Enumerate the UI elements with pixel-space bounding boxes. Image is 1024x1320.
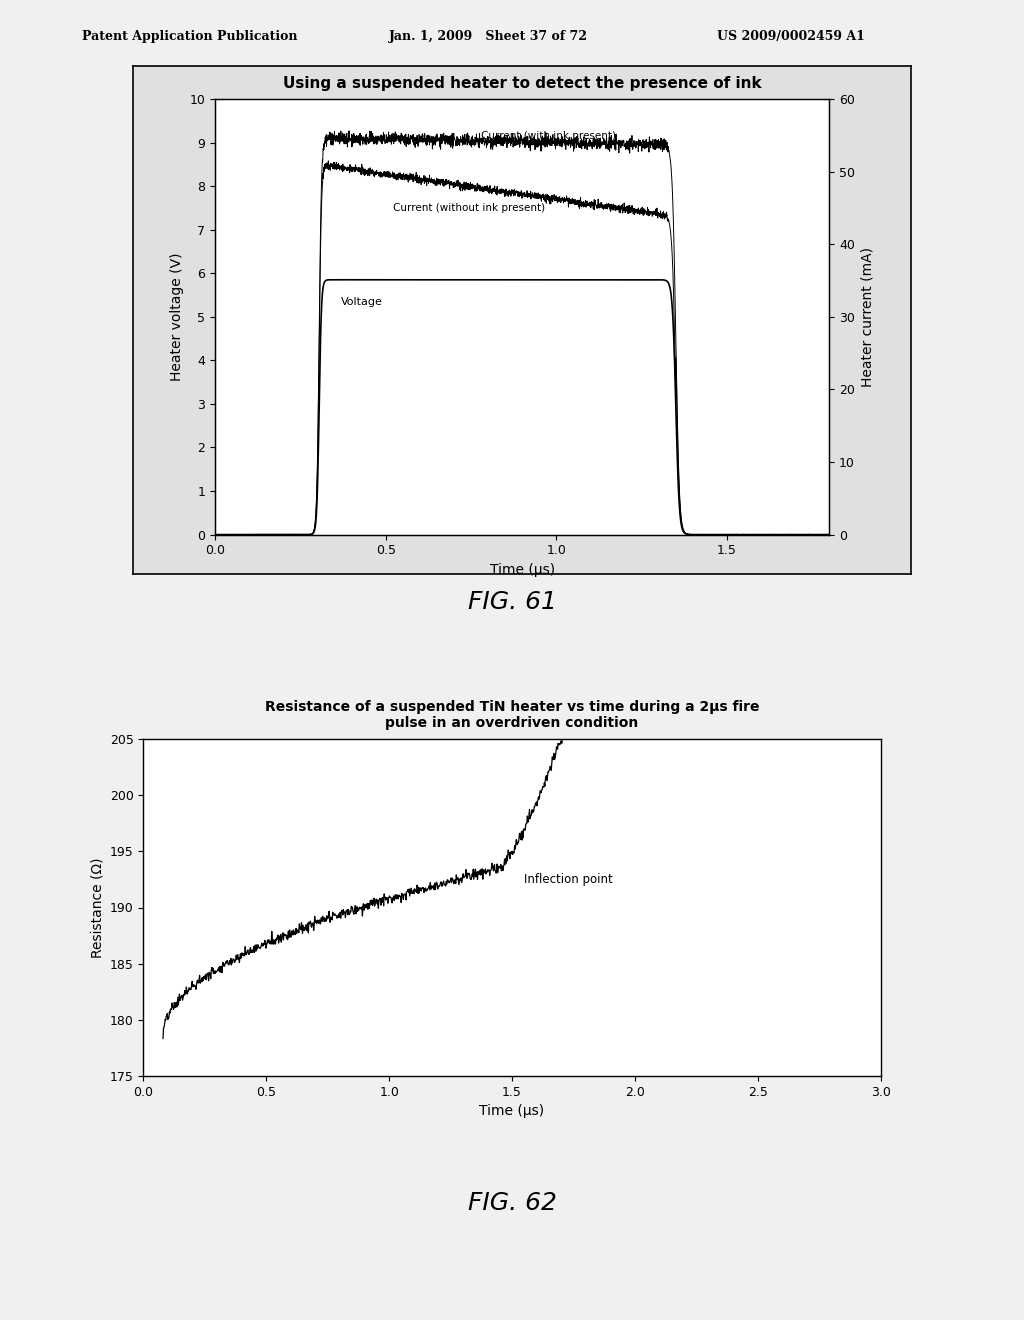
Y-axis label: Heater voltage (V): Heater voltage (V) [170, 252, 184, 381]
Text: Resistance of a suspended TiN heater vs time during a 2μs fire
pulse in an overd: Resistance of a suspended TiN heater vs … [265, 700, 759, 730]
X-axis label: Time (μs): Time (μs) [479, 1104, 545, 1118]
Text: Inflection point: Inflection point [524, 873, 613, 886]
Text: Jan. 1, 2009   Sheet 37 of 72: Jan. 1, 2009 Sheet 37 of 72 [389, 30, 588, 44]
Y-axis label: Resistance (Ω): Resistance (Ω) [90, 857, 104, 958]
Text: FIG. 61: FIG. 61 [468, 590, 556, 614]
Text: Voltage: Voltage [341, 297, 383, 306]
X-axis label: Time (μs): Time (μs) [489, 562, 555, 577]
Text: Patent Application Publication: Patent Application Publication [82, 30, 297, 44]
Text: FIG. 62: FIG. 62 [468, 1191, 556, 1214]
Text: US 2009/0002459 A1: US 2009/0002459 A1 [717, 30, 864, 44]
Text: Current (with ink present): Current (with ink present) [481, 131, 616, 141]
Text: Current (without ink present): Current (without ink present) [392, 203, 545, 213]
Title: Using a suspended heater to detect the presence of ink: Using a suspended heater to detect the p… [283, 75, 762, 91]
Y-axis label: Heater current (mA): Heater current (mA) [861, 247, 874, 387]
